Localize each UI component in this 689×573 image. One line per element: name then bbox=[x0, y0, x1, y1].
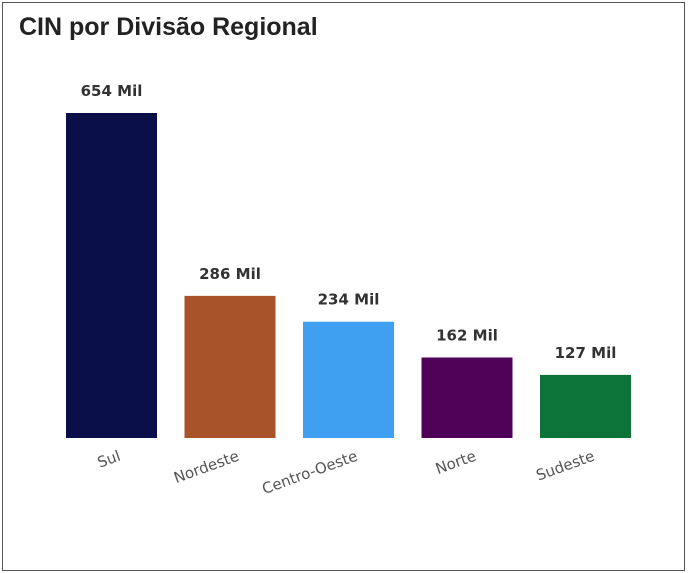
bar-norte[interactable] bbox=[421, 357, 513, 438]
chart-title: CIN por Divisão Regional bbox=[19, 13, 318, 41]
bar-centro-oeste[interactable] bbox=[303, 321, 394, 438]
data-label-sul: 654 Mil bbox=[81, 82, 143, 100]
category-label-centro-oeste: Centro-Oeste bbox=[260, 447, 360, 498]
bar-sul[interactable] bbox=[66, 113, 157, 438]
data-label-nordeste: 286 Mil bbox=[199, 265, 261, 283]
data-label-centro-oeste: 234 Mil bbox=[318, 291, 380, 309]
category-label-nordeste: Nordeste bbox=[171, 447, 241, 487]
data-label-norte: 162 Mil bbox=[436, 326, 498, 344]
bar-nordeste[interactable] bbox=[184, 295, 276, 438]
category-label-sul: Sul bbox=[95, 447, 123, 472]
data-label-sudeste: 127 Mil bbox=[555, 344, 617, 362]
bar-sudeste[interactable] bbox=[540, 374, 631, 438]
category-label-sudeste: Sudeste bbox=[534, 447, 597, 485]
category-label-norte: Norte bbox=[433, 447, 478, 478]
